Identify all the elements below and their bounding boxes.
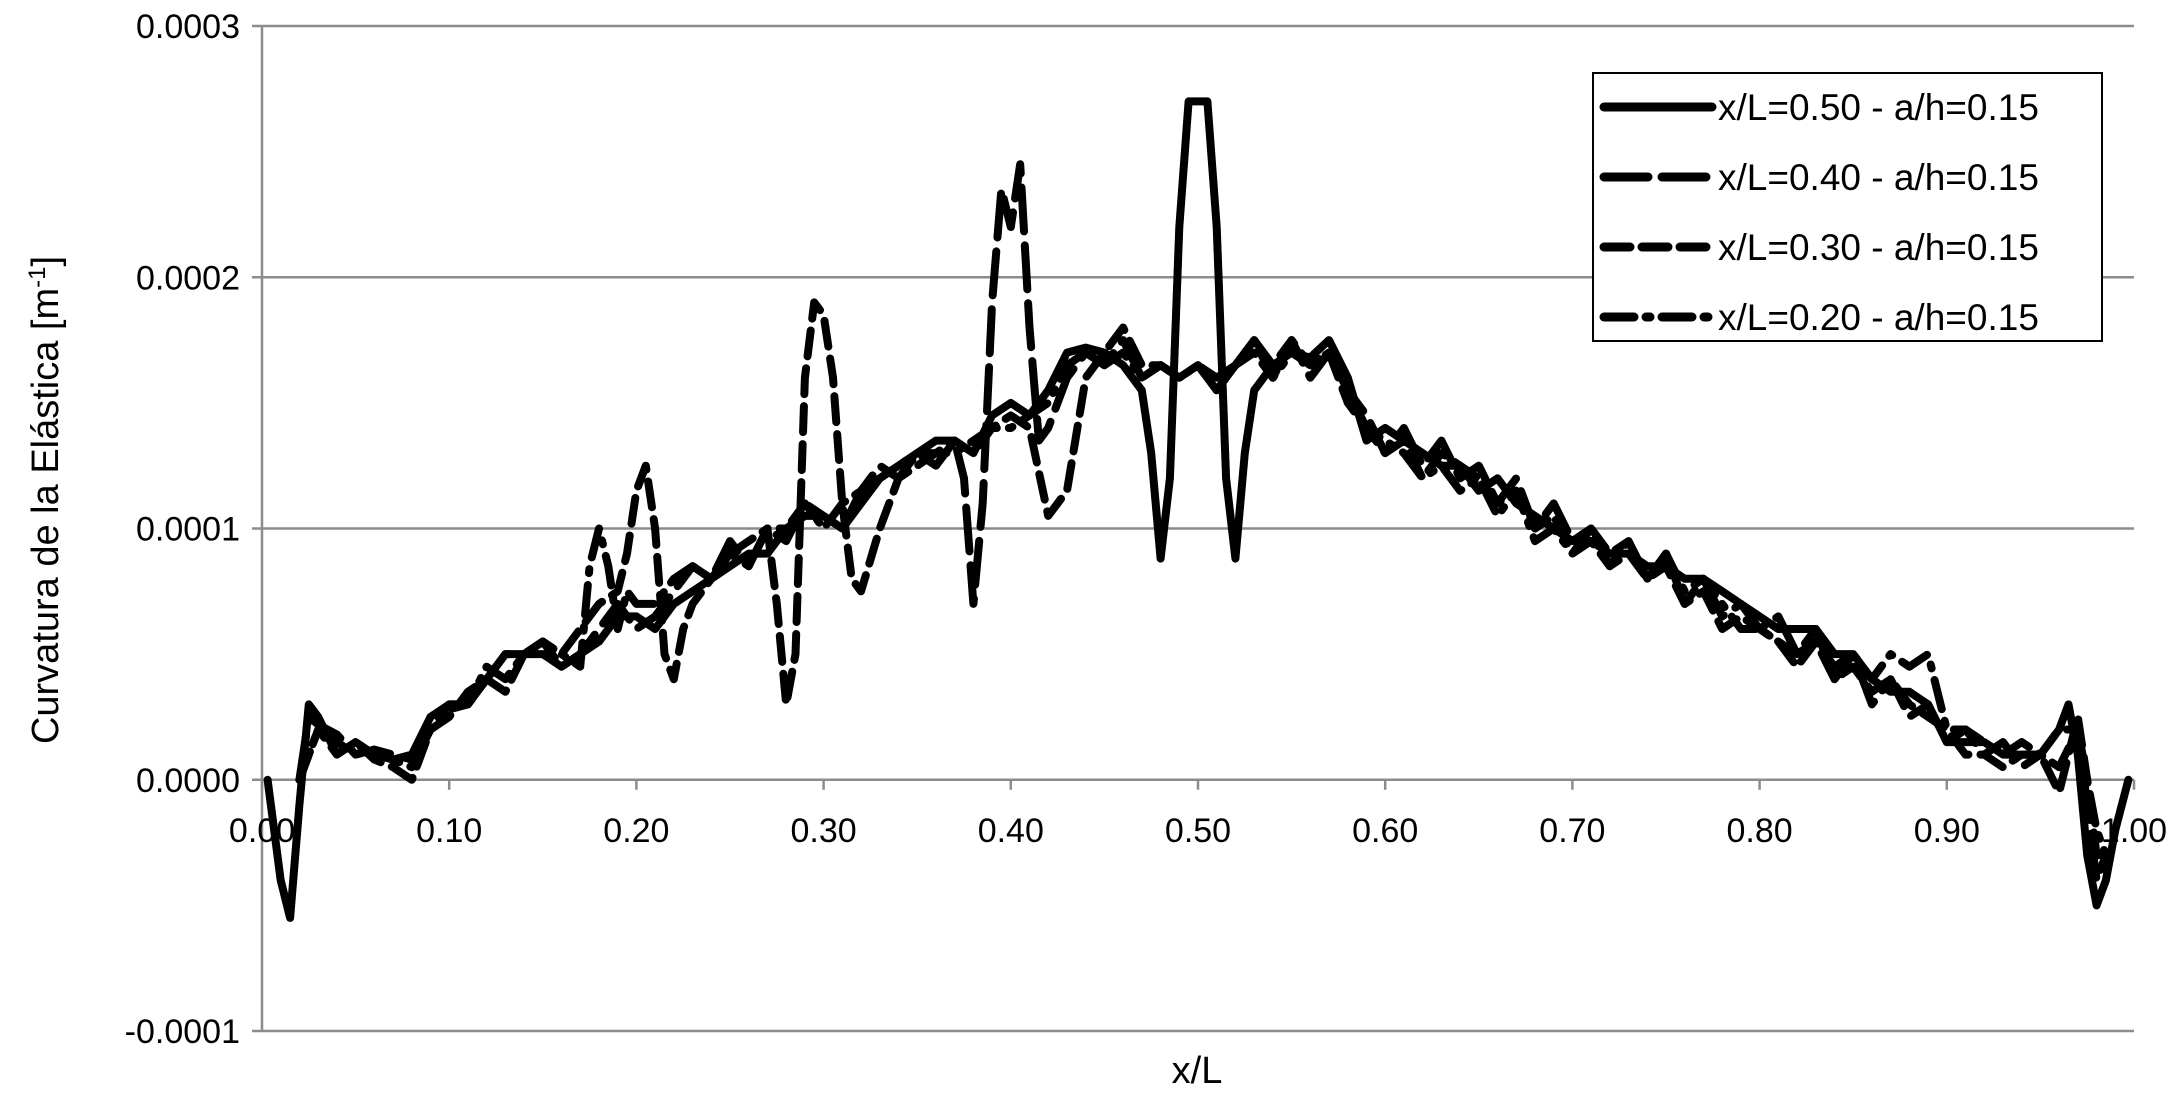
y-axis-title: Curvatura de la Elástica [m-1] bbox=[24, 256, 68, 744]
y-tick-label-1: 0.0000 bbox=[136, 762, 240, 800]
legend-label-1: x/L=0.40 - a/h=0.15 bbox=[1718, 157, 2039, 198]
y-axis-title-close: ] bbox=[25, 256, 67, 267]
y-tick-label-2: 0.0001 bbox=[136, 511, 240, 549]
y-tick-label-0: -0.0001 bbox=[125, 1013, 240, 1051]
x-tick-label-10: 1.00 bbox=[2101, 812, 2167, 850]
legend-items: x/L=0.50 - a/h=0.15 x/L=0.40 - a/h=0.15 x/… bbox=[1599, 87, 2039, 338]
x-tick-label-5: 0.50 bbox=[1165, 812, 1231, 850]
x-axis-title: x/L bbox=[1172, 1050, 1223, 1092]
y-axis-title-base: Curvatura de la Elástica [m bbox=[25, 288, 67, 744]
x-tick-label-8: 0.80 bbox=[1727, 812, 1793, 850]
legend-box bbox=[1592, 72, 2103, 342]
legend: x/L=0.50 - a/h=0.15 x/L=0.40 - a/h=0.15 x/… bbox=[1592, 72, 2103, 342]
x-tick-label-7: 0.70 bbox=[1539, 812, 1605, 850]
x-tick-label-1: 0.10 bbox=[416, 812, 482, 850]
tick-labels: -0.0001 0.0000 0.0001 0.0002 0.0003 0.00 0.10 0… bbox=[125, 8, 2167, 1051]
series-line-2 bbox=[295, 298, 2110, 860]
legend-label-2: x/L=0.30 - a/h=0.15 bbox=[1718, 227, 2039, 268]
y-tick-label-3: 0.0002 bbox=[136, 259, 240, 297]
axes bbox=[252, 24, 2136, 1033]
x-tick-label-0: 0.00 bbox=[229, 812, 295, 850]
x-tick-label-6: 0.60 bbox=[1352, 812, 1418, 850]
x-tick-label-4: 0.40 bbox=[978, 812, 1044, 850]
legend-label-3: x/L=0.20 - a/h=0.15 bbox=[1718, 297, 2039, 338]
series-lines bbox=[263, 97, 2133, 922]
x-tick-label-3: 0.30 bbox=[791, 812, 857, 850]
y-axis-title-superscript: -1 bbox=[24, 267, 51, 288]
x-tick-label-2: 0.20 bbox=[603, 812, 669, 850]
y-tick-label-4: 0.0003 bbox=[136, 8, 240, 46]
x-tick-label-9: 0.90 bbox=[1914, 812, 1980, 850]
legend-label-0: x/L=0.50 - a/h=0.15 bbox=[1718, 87, 2039, 128]
series-line-3 bbox=[295, 336, 2110, 860]
